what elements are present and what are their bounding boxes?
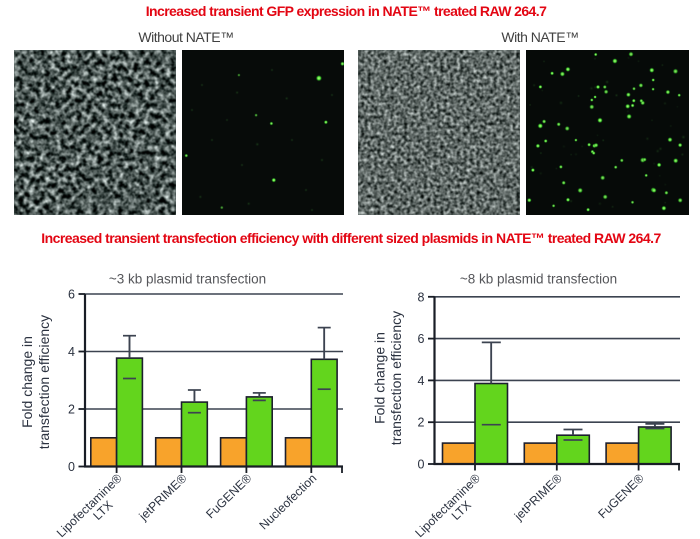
svg-text:Lipofectamine®: Lipofectamine®	[54, 471, 125, 539]
svg-text:2: 2	[68, 403, 75, 417]
svg-text:0: 0	[418, 458, 425, 472]
svg-text:jetPRIME®: jetPRIME®	[511, 471, 565, 524]
svg-text:FuGENE®: FuGENE®	[203, 471, 254, 521]
svg-text:jetPRIME®: jetPRIME®	[136, 471, 190, 524]
svg-text:Fold change intransfection eff: Fold change intransfection efficiency	[19, 315, 52, 449]
svg-text:Fold change intransfection eff: Fold change intransfection efficiency	[372, 311, 405, 445]
svg-text:~3 kb plasmid transfection: ~3 kb plasmid transfection	[109, 272, 266, 287]
svg-text:6: 6	[418, 332, 425, 346]
svg-text:2: 2	[418, 416, 425, 430]
svg-text:8: 8	[418, 290, 425, 304]
svg-text:Lipofectamine®: Lipofectamine®	[412, 471, 483, 539]
svg-text:0: 0	[68, 460, 75, 474]
svg-text:FuGENE®: FuGENE®	[595, 471, 646, 521]
svg-text:4: 4	[418, 374, 425, 388]
svg-text:4: 4	[68, 345, 75, 359]
svg-text:Nucleofection: Nucleofection	[257, 471, 320, 532]
svg-text:6: 6	[68, 288, 75, 302]
svg-text:~8 kb plasmid transfection: ~8 kb plasmid transfection	[460, 272, 617, 287]
